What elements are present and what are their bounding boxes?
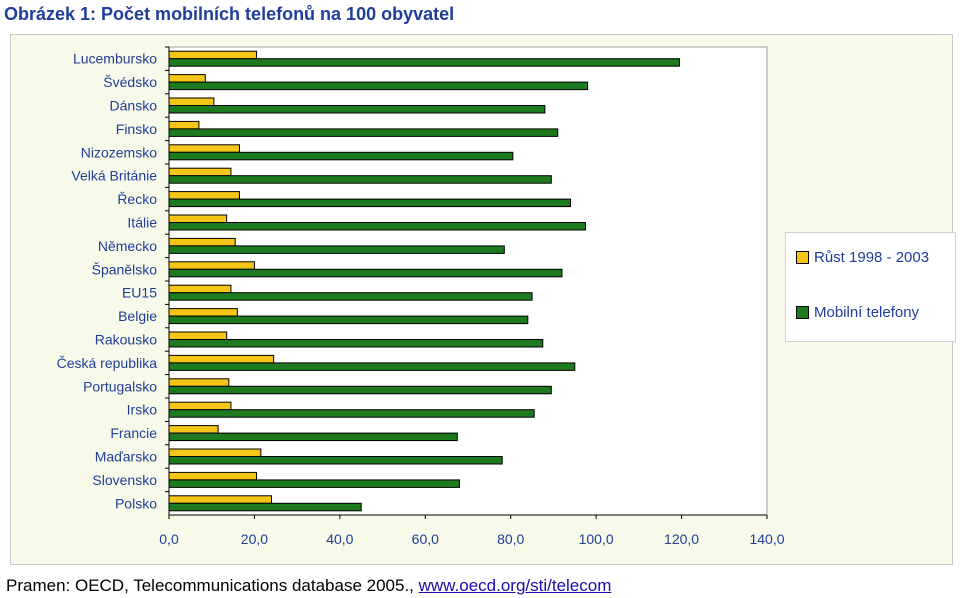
bar-mobilni-telefony-velka-britanie [168,175,552,184]
bar-rust-1998-2003-nizozemsko [168,144,240,153]
bar-mobilni-telefony-lucembursko [168,58,680,67]
category-label: Česká republika [57,355,158,371]
category-label: Španělsko [92,261,158,277]
category-label: EU15 [122,285,157,301]
category-label: Lucembursko [73,51,157,67]
legend-label-phones: Mobilní telefony [814,304,920,321]
bar-mobilni-telefony-nemecko [168,245,505,254]
source-link[interactable]: www.oecd.org/sti/telecom [418,576,612,595]
bar-rust-1998-2003-spanelsko [168,261,255,270]
category-label: Irsko [127,402,158,418]
bar-rust-1998-2003-rakousko [168,331,228,340]
bar-rust-1998-2003-lucembursko [168,50,258,60]
category-label: Francie [110,425,157,441]
bar-rust-1998-2003-finsko [168,120,200,130]
bar-mobilni-telefony-recko [168,198,572,208]
bar-mobilni-telefony-ceska-republika [168,362,576,371]
bar-mobilni-telefony-spanelsko [168,268,563,278]
bar-mobilni-telefony-irsko [168,409,535,418]
category-label: Slovensko [92,472,157,488]
bar-rust-1998-2003-slovensko [168,471,258,481]
bar-mobilni-telefony-eu15 [168,292,533,301]
bar-rust-1998-2003-eu15 [168,284,232,294]
legend-item-phones: Mobilní telefony [796,304,919,321]
bar-rust-1998-2003-dansko [168,97,215,106]
bar-rust-1998-2003-recko [168,191,240,200]
legend-item-growth: Růst 1998 - 2003 [796,249,929,266]
bar-mobilni-telefony-polsko [168,502,362,512]
category-label: Rakousko [95,332,157,348]
category-label: Finsko [116,121,157,137]
bar-rust-1998-2003-portugalsko [168,378,230,387]
bar-mobilni-telefony-belgie [168,315,529,325]
plot-area [168,46,768,516]
category-label: Švédsko [103,74,157,90]
x-tick-label: 0,0 [159,531,179,547]
x-tick-label: 120,0 [664,531,699,547]
bar-rust-1998-2003-velka-britanie [168,167,232,177]
bar-mobilni-telefony-slovensko [168,479,460,488]
category-label: Belgie [118,308,157,324]
x-tick-label: 60,0 [412,531,439,547]
bar-rust-1998-2003-polsko [168,495,273,504]
legend-label-growth: Růst 1998 - 2003 [814,249,930,266]
source-text: Pramen: OECD, Telecommunications databas… [6,576,419,595]
category-label: Německo [98,238,157,254]
bar-mobilni-telefony-svedsko [168,81,589,91]
category-label: Portugalsko [83,378,157,394]
legend-swatch-phones [796,306,809,319]
x-tick-label: 140,0 [749,531,784,547]
category-label: Dánsko [110,98,158,114]
bar-mobilni-telefony-rakousko [168,339,544,348]
category-label: Polsko [115,495,157,511]
bar-rust-1998-2003-irsko [168,401,232,411]
legend-swatch-growth [796,251,809,264]
bar-rust-1998-2003-francie [168,425,219,434]
x-tick-label: 80,0 [497,531,524,547]
bar-rust-1998-2003-belgie [168,308,238,317]
bar-mobilni-telefony-portugalsko [168,385,552,395]
x-tick-label: 100,0 [579,531,614,547]
bar-mobilni-telefony-francie [168,432,458,442]
category-label: Maďarsko [95,449,158,465]
chart-title: Obrázek 1: Počet mobilních telefonů na 1… [4,4,455,24]
bar-mobilni-telefony-nizozemsko [168,151,514,161]
x-tick-label: 40,0 [326,531,353,547]
category-label: Nizozemsko [81,144,157,160]
legend: Růst 1998 - 2003 Mobilní telefony [785,232,956,342]
category-label: Velká Británie [71,168,157,184]
bar-rust-1998-2003-nemecko [168,237,236,247]
bar-rust-1998-2003-madarsko [168,448,262,457]
category-label: Itálie [127,215,157,231]
bar-mobilni-telefony-dansko [168,105,546,114]
bar-mobilni-telefony-finsko [168,128,559,137]
bar-mobilni-telefony-madarsko [168,456,503,465]
bar-mobilni-telefony-italie [168,222,586,231]
bar-rust-1998-2003-svedsko [168,74,206,83]
category-label: Řecko [117,191,157,207]
source-note: Pramen: OECD, Telecommunications databas… [6,576,611,596]
x-tick-label: 20,0 [241,531,268,547]
bar-rust-1998-2003-ceska-republika [168,354,275,364]
bar-rust-1998-2003-italie [168,214,228,223]
